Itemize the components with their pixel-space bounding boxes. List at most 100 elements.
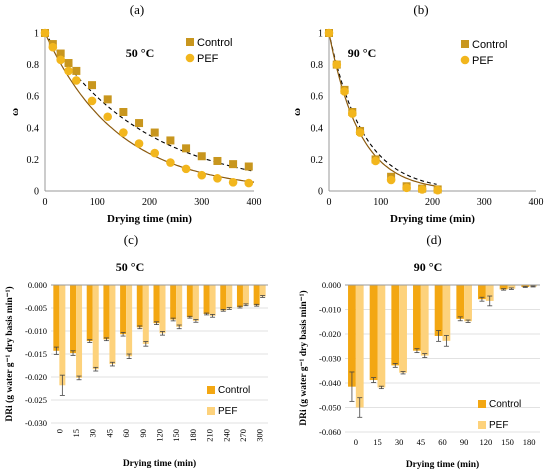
y-tick-label: -0.060 [319,427,341,437]
y-tick-label: 0.6 [311,92,324,103]
x-tick-label: 60 [121,429,131,438]
bar-pef [420,285,429,356]
x-tick-label: 200 [142,197,157,208]
x-tick-label: 200 [425,197,440,208]
x-tick-label: 400 [247,197,262,208]
x-tick-label: 150 [171,429,181,442]
y-tick-label: 0 [34,187,39,198]
x-tick-label: 150 [501,437,514,447]
panel-label: (b) [413,2,428,17]
y-tick-label: 1 [318,29,323,40]
fit-curve-pef [328,32,437,187]
data-point-control [197,152,206,161]
x-axis-title: Drying time (min) [406,459,479,470]
data-point-pef [433,185,442,195]
legend-swatch-control [461,40,469,48]
bar-pef [109,285,116,365]
legend-swatch-pef [460,55,470,65]
x-tick-label: 100 [90,197,105,208]
x-axis-title: Drying time (min) [123,458,196,469]
y-axis-title: ω [291,108,303,116]
x-tick-label: 0 [43,197,48,208]
data-point-control [72,66,81,75]
x-tick-label: 15 [71,429,81,438]
y-tick-label: -0.015 [25,349,47,359]
data-point-pef [166,158,175,167]
bar-control [478,285,486,300]
x-tick-label: 120 [479,437,492,447]
bar-control [499,285,508,290]
x-axis-title: Drying time (min) [390,213,475,225]
bar-pef [159,285,166,334]
legend-swatch-control [207,386,215,394]
bar-control [348,285,356,387]
x-tick-label: 300 [477,197,492,208]
legend-label-pef: PEF [472,55,494,67]
legend: Control PEF [207,385,250,417]
bar-pef [259,285,266,297]
bar-control [170,285,177,320]
x-tick-label: 45 [104,429,114,438]
data-point-pef [228,178,238,187]
data-point-pef [213,174,222,183]
data-point-pef [87,96,97,106]
data-point-pef [340,87,349,96]
data-point-pef [103,112,112,122]
y-tick-label: -0.020 [25,372,47,382]
data-point-pef [355,128,365,137]
data-point-control [213,156,222,165]
bar-pef [209,285,216,316]
y-tick-label: 0.8 [27,60,40,71]
legend-label-control: Control [472,39,507,51]
data-point-pef [371,156,380,166]
bar-control [203,285,210,314]
bar-pef [485,285,494,301]
y-axis-title: DRi (g water g⁻¹ dry basis min⁻¹) [4,286,15,421]
bar-pef [399,285,407,373]
bar-pef [142,285,149,344]
data-point-pef [134,139,144,148]
data-point-pef [197,170,207,180]
panel-label: (c) [124,232,138,247]
bar-pef [355,285,364,408]
legend-label-pef: PEF [489,420,508,431]
data-point-pef [244,178,254,188]
data-point-control [244,162,253,171]
data-point-pef [347,109,357,118]
bar-control [103,285,110,340]
y-tick-label: -0.020 [319,329,341,339]
x-tick-label: 30 [395,437,404,447]
data-point-control [119,108,128,116]
x-tick-label: 180 [188,429,198,442]
data-point-pef [56,55,65,65]
temperature-annotation: 50 °C [126,46,154,60]
x-tick-label: 30 [88,429,98,438]
data-point-pef [72,76,81,85]
chart-panel-a: (a) 0 100 200 300 400 0 0.2 0.4 0.6 0.8 1 Drying tim… [9,2,262,225]
legend-swatch-control [478,400,486,408]
data-point-control [150,128,159,137]
bar-control [70,285,77,354]
y-tick-label: 0.000 [322,280,341,290]
legend: Control PEF [478,399,521,431]
legend-swatch-control [186,38,194,46]
x-tick-label: 400 [529,197,544,208]
bar-control [369,285,378,381]
bar-pef [59,285,66,386]
data-point-pef [40,28,50,38]
chart-panel-b: (b) 0 100 200 300 400 0 0.2 0.4 0.6 0.8 1 Drying tim… [291,2,544,225]
bar-control [120,285,127,335]
x-tick-label: 0 [354,437,358,447]
y-tick-label: -0.010 [25,326,47,336]
bar-control [136,285,143,328]
data-point-pef [119,128,128,137]
x-axis-title: Drying time (min) [107,213,192,225]
x-tick-label: 240 [221,429,231,442]
bar-pef [76,285,83,378]
bar-pef [226,285,233,309]
bar-pef [507,285,516,289]
y-tick-label: 0.2 [27,155,40,166]
chart-panel-d: (d) -0.060 -0.050 -0.040 -0.030 -0.020 -0.010 0… [298,232,540,470]
bar-pef [126,285,133,357]
